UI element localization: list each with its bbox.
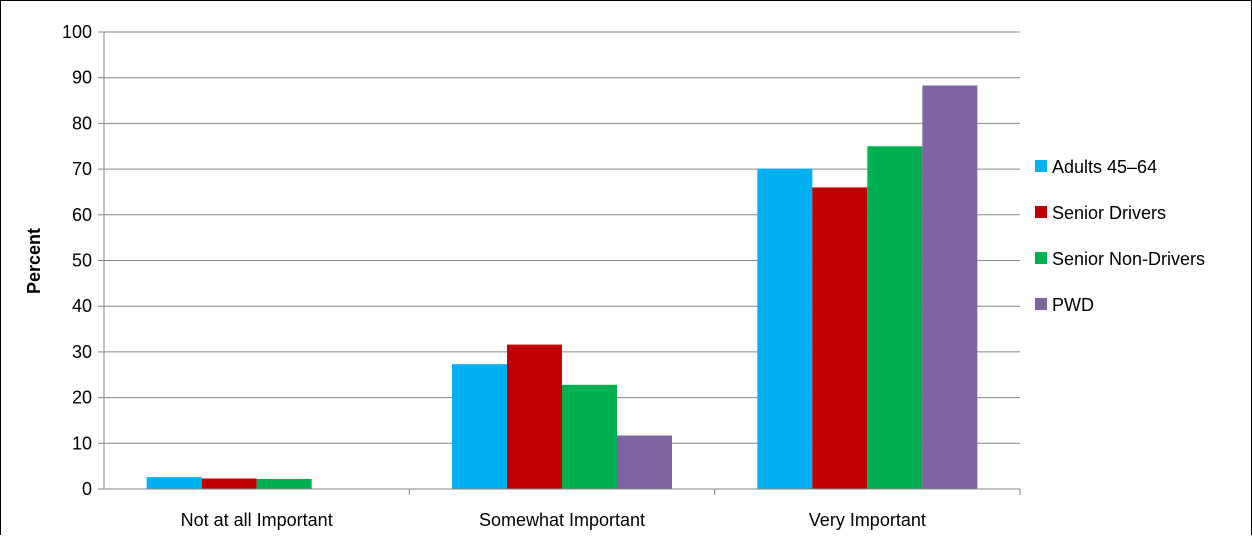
y-axis-title: Percent: [24, 228, 44, 294]
bar: [146, 477, 202, 489]
x-tick-label: Somewhat Important: [479, 510, 645, 530]
legend-label: Senior Drivers: [1052, 203, 1166, 223]
legend-swatch: [1035, 160, 1047, 172]
x-tick-label: Very Important: [809, 510, 926, 530]
y-tick-label: 30: [72, 342, 92, 362]
y-tick-label: 100: [62, 22, 92, 42]
y-tick-label: 70: [72, 159, 92, 179]
bar: [617, 435, 672, 489]
axes: 0 10 20 30 40 50 60 70 80 90 100 Not at all Importa…: [62, 22, 1021, 530]
y-tick-label: 60: [72, 205, 92, 225]
legend-label: Senior Non-Drivers: [1052, 249, 1205, 269]
legend-swatch: [1035, 252, 1047, 264]
bar: [562, 384, 617, 489]
bar: [452, 364, 507, 489]
y-tick-label: 10: [72, 433, 92, 453]
bar: [757, 168, 813, 489]
bar: [812, 187, 868, 489]
y-tick-label: 20: [72, 388, 92, 408]
bar: [922, 85, 978, 490]
legend: Adults 45–64 Senior Drivers Senior Non-Dri…: [1035, 157, 1205, 315]
bar: [867, 146, 923, 489]
y-tick-label: 80: [72, 113, 92, 133]
y-tick-label: 90: [72, 68, 92, 88]
x-tick-label: Not at all Important: [181, 510, 333, 530]
y-tick-label: 0: [82, 479, 92, 499]
legend-label: PWD: [1052, 295, 1094, 315]
legend-swatch: [1035, 206, 1047, 218]
legend-swatch: [1035, 298, 1047, 310]
bar: [201, 478, 257, 489]
bar: [256, 478, 312, 489]
y-tick-label: 40: [72, 296, 92, 316]
legend-label: Adults 45–64: [1052, 157, 1157, 177]
y-tick-label: 50: [72, 251, 92, 271]
bar: [507, 344, 562, 489]
bars: [146, 85, 978, 490]
gridlines: [104, 31, 1020, 444]
